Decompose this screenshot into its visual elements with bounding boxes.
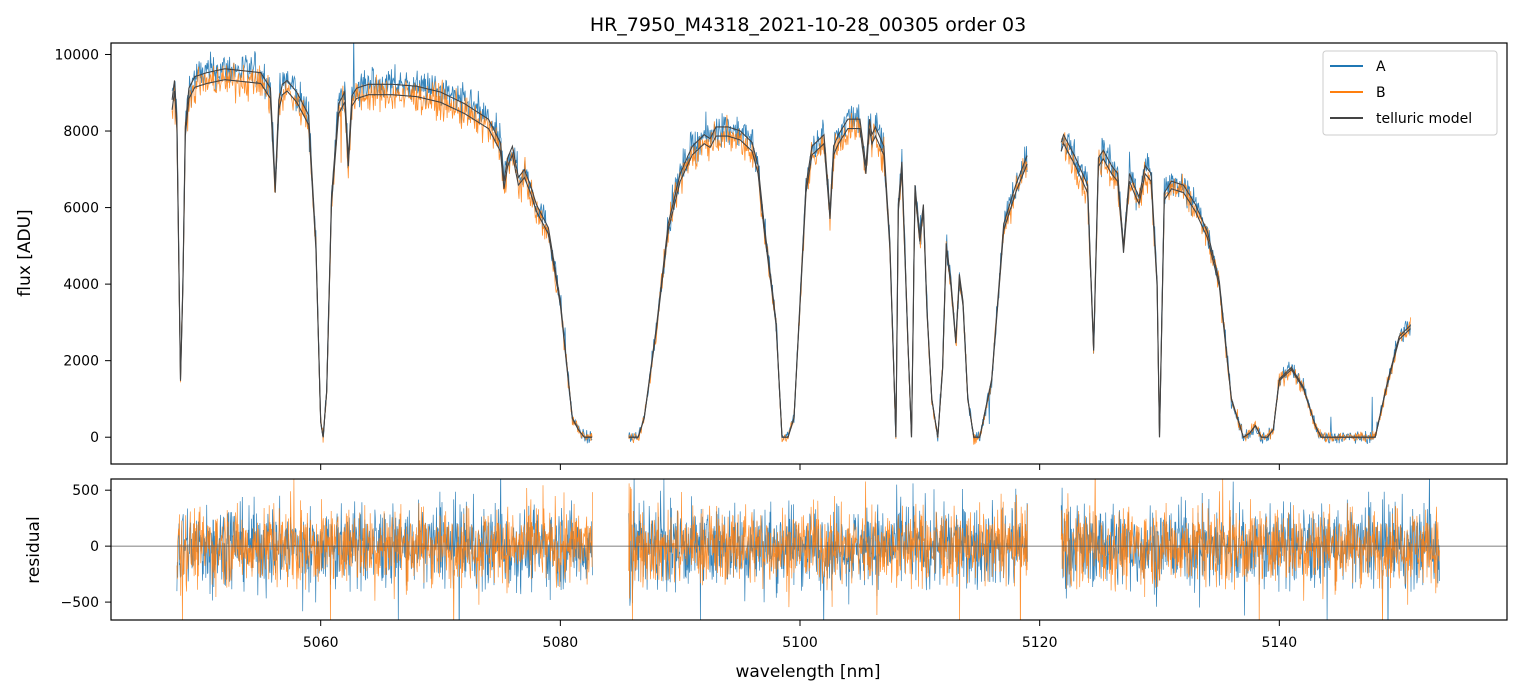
main-axes-frame xyxy=(110,42,1508,465)
residual-b xyxy=(176,479,1440,620)
legend-label-b: B xyxy=(1376,85,1386,101)
x-tick-label: 5080 xyxy=(543,635,579,651)
x-tick-label: 5140 xyxy=(1262,635,1298,651)
y-tick-label: 6000 xyxy=(63,201,99,217)
y-tick-label: 8000 xyxy=(63,124,99,140)
x-tick-label: 5100 xyxy=(782,635,818,651)
legend: A B telluric model xyxy=(1322,50,1498,136)
main-plot-area xyxy=(171,43,1411,445)
y-tick-label: 10000 xyxy=(54,47,99,63)
residual-plot-area xyxy=(111,479,1507,620)
residual-axis-ticks: −500 0 500 5060 5080 5100 5120 5140 xyxy=(61,483,1298,651)
main-axis-ticks: 0 2000 4000 6000 8000 10000 xyxy=(54,47,1280,470)
x-tick-label: 5120 xyxy=(1022,635,1058,651)
chart-title: HR_7950_M4318_2021-10-28_00305 order 03 xyxy=(590,14,1026,36)
main-y-axis-label: flux [ADU] xyxy=(15,209,35,296)
y-tick-label: 4000 xyxy=(63,277,99,293)
y-tick-label: 0 xyxy=(90,430,99,446)
telluric-model-b xyxy=(171,79,1411,439)
residual-y-axis-label: residual xyxy=(24,516,44,583)
residual-y-tick-label: 0 xyxy=(90,539,99,555)
residual-y-tick-label: 500 xyxy=(72,483,99,499)
y-tick-label: 2000 xyxy=(63,354,99,370)
residual-axes-frame xyxy=(110,478,1508,621)
residual-y-tick-label: −500 xyxy=(61,595,99,611)
legend-label-telluric-model: telluric model xyxy=(1376,111,1472,127)
legend-label-a: A xyxy=(1376,59,1386,75)
x-axis-label: wavelength [nm] xyxy=(735,662,880,682)
x-tick-label: 5060 xyxy=(303,635,339,651)
